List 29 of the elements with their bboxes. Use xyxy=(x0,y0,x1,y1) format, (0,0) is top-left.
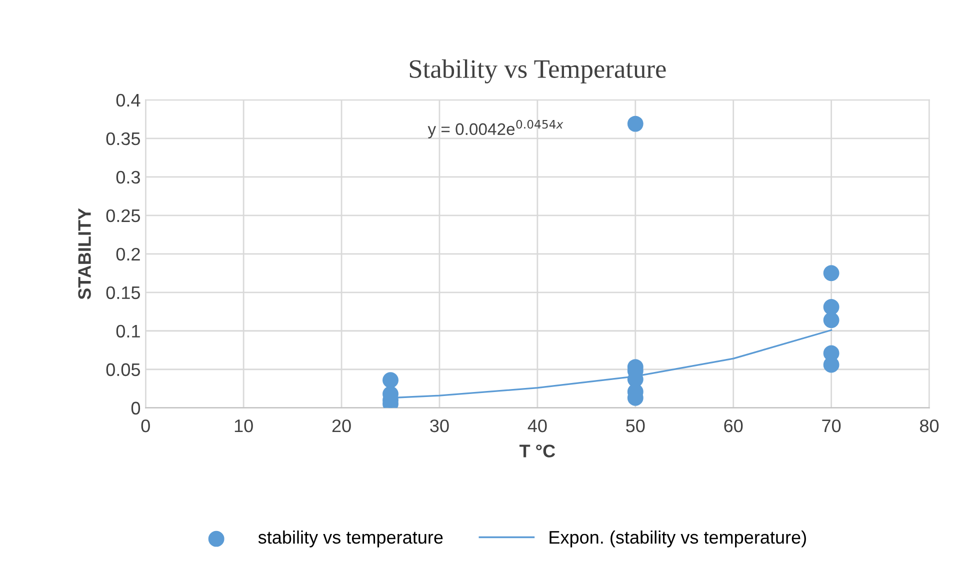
point xyxy=(823,265,840,282)
chart-title: Stability vs Temperature xyxy=(410,59,666,84)
y-tick-label: 0 xyxy=(131,402,140,415)
x-tick-label: 70 xyxy=(822,419,841,432)
x-tick-label: 30 xyxy=(430,419,449,432)
x-axis-title: T °C xyxy=(519,444,556,458)
y-tick-label: 0.4 xyxy=(116,94,140,107)
legend-label: Expon. (stability vs temperature) xyxy=(550,530,806,548)
x-tick-label: 20 xyxy=(332,419,351,432)
y-tick-label: 0.25 xyxy=(106,209,140,222)
y-axis-title: STABILITY xyxy=(78,208,91,300)
x-tick-label: 50 xyxy=(626,419,645,432)
x-tick-label: 80 xyxy=(920,419,939,432)
point xyxy=(627,116,644,132)
y-tick-label: 0.2 xyxy=(116,248,140,261)
point xyxy=(823,312,840,328)
x-tick-label: 60 xyxy=(724,419,743,432)
point xyxy=(823,299,840,315)
y-tick-label: 0.3 xyxy=(116,170,140,184)
x-tick-label: 10 xyxy=(234,419,253,432)
y-tick-label: 0.05 xyxy=(106,363,140,376)
point xyxy=(382,372,398,388)
annotation: y = 0.0042e$^{0.0454x}$ xyxy=(428,120,564,138)
legend-label: stability vs temperature xyxy=(258,530,443,548)
x-tick-label: 0 xyxy=(141,419,150,432)
y-tick-label: 0.1 xyxy=(116,324,140,338)
y-tick-label: 0.15 xyxy=(106,286,140,300)
x-tick-label: 40 xyxy=(528,419,547,432)
y-tick-label: 0.35 xyxy=(106,132,140,146)
